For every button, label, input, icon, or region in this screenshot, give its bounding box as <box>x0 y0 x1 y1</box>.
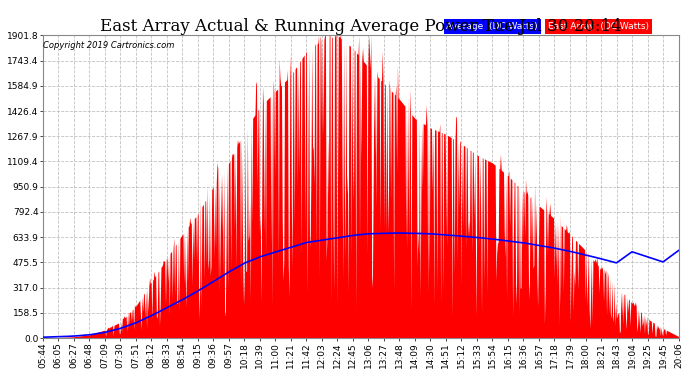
Title: East Array Actual & Running Average Power Tue Jul 30 20:14: East Array Actual & Running Average Powe… <box>100 18 622 35</box>
Text: East Array  (DC Watts): East Array (DC Watts) <box>549 22 649 31</box>
Text: Average  (DC Watts): Average (DC Watts) <box>446 22 538 31</box>
Text: Copyright 2019 Cartronics.com: Copyright 2019 Cartronics.com <box>43 41 175 50</box>
